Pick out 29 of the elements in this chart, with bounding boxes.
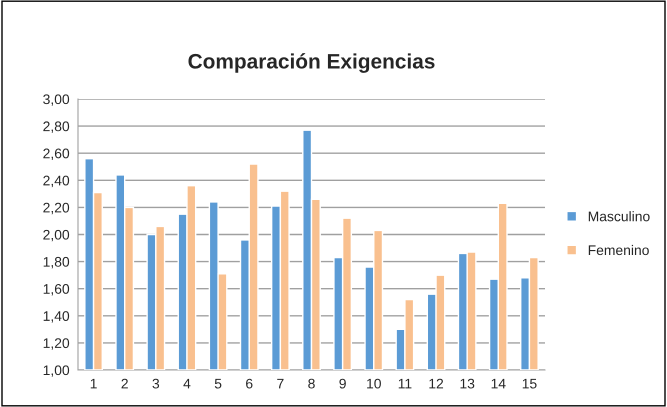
y-tick-label: 1,60 [44, 284, 70, 296]
x-tick-label: 2 [122, 378, 128, 388]
y-tick-label: 1,00 [44, 365, 70, 377]
x-tick-label: 10 [367, 378, 381, 389]
x-tick-label: 15 [522, 378, 537, 389]
y-tick-label: 2,40 [43, 176, 70, 188]
x-tick-label: 14 [492, 378, 506, 388]
x-tick-label: 8 [308, 378, 315, 389]
x-tick-label: 1 [90, 378, 97, 388]
x-tick-label: 5 [214, 378, 222, 389]
y-tick-label: 1,40 [44, 311, 70, 323]
y-tick-label: 1,80 [44, 256, 70, 268]
y-tick-label: 2,60 [43, 148, 70, 160]
legend-label: Femenino [588, 244, 649, 256]
y-tick-label: 3,00 [43, 94, 70, 106]
chart-title: Comparación Exigencias [188, 53, 435, 73]
x-tick-label: 13 [460, 378, 474, 389]
x-tick-label: 3 [152, 378, 160, 389]
x-tick-label: 4 [183, 378, 190, 388]
legend-label: Masculino [588, 211, 650, 222]
y-tick-label: 2,80 [43, 121, 70, 133]
y-tick-label: 1,20 [44, 338, 70, 350]
x-tick-label: 11 [398, 378, 412, 388]
x-tick-label: 7 [277, 378, 284, 388]
y-tick-label: 2,00 [43, 230, 70, 242]
y-tick-label: 2,20 [43, 202, 70, 214]
x-tick-label: 12 [429, 378, 444, 388]
x-tick-label: 6 [246, 378, 252, 389]
x-tick-label: 9 [339, 378, 346, 389]
